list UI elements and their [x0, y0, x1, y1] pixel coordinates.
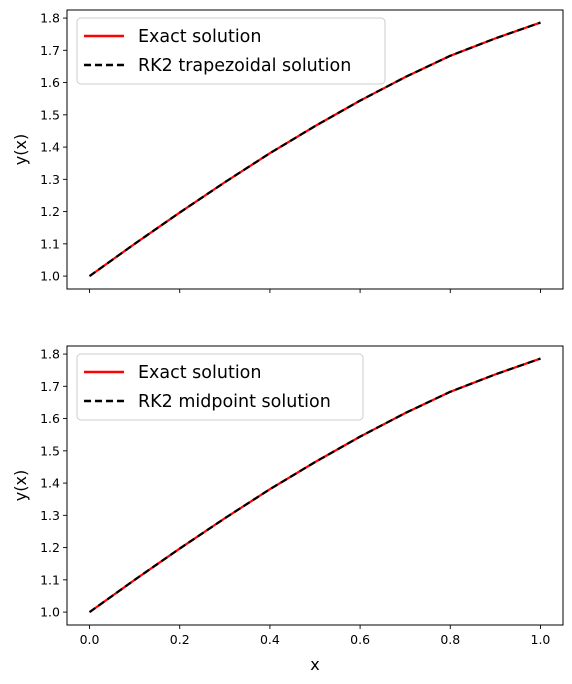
- y-tick-label: 1.2: [40, 540, 60, 555]
- legend-label-2: RK2 trapezoidal solution: [138, 56, 351, 76]
- x-tick-label: 0.4: [260, 632, 280, 647]
- x-tick-label: 0.6: [350, 632, 370, 647]
- x-tick-label: 0.0: [80, 632, 100, 647]
- x-tick-label: 0.8: [440, 632, 460, 647]
- legend-label-1: Exact solution: [138, 363, 261, 383]
- y-tick-label: 1.4: [40, 476, 60, 491]
- chart-panel-1: 1.0 1.1 1.2 1.3 1.4 1.5 1.6 1.7 1.8 y(x) Exact sol…: [11, 9, 564, 293]
- y-tick-label: 1.3: [40, 172, 60, 187]
- y-tick-label: 1.6: [40, 75, 60, 90]
- y-tick-label: 1.8: [40, 11, 60, 26]
- y-tick-label: 1.2: [40, 204, 60, 219]
- y-tick-label: 1.1: [40, 572, 60, 587]
- y-tick-label: 1.1: [40, 236, 60, 251]
- y-tick-label: 1.7: [40, 379, 60, 394]
- x-axis-label: x: [310, 655, 319, 674]
- legend: Exact solution RK2 midpoint solution: [76, 353, 364, 421]
- y-tick-label: 1.0: [40, 605, 60, 620]
- legend-label-2: RK2 midpoint solution: [138, 392, 331, 412]
- legend: Exact solution RK2 trapezoidal solution: [76, 17, 386, 85]
- series-line-2: [88, 357, 541, 613]
- y-tick-label: 1.6: [40, 411, 60, 426]
- y-tick-label: 1.3: [40, 508, 60, 523]
- y-tick-label: 1.5: [40, 443, 60, 458]
- axes-frame: [66, 9, 564, 290]
- y-tick-label: 1.7: [40, 43, 60, 58]
- y-tick-label: 1.5: [40, 107, 60, 122]
- series-line-2: [88, 21, 541, 277]
- legend-box: [76, 17, 386, 85]
- y-tick-label: 1.8: [40, 347, 60, 362]
- x-tick-label: 1.0: [531, 632, 551, 647]
- legend-box: [76, 353, 364, 421]
- axes-frame: [66, 345, 564, 626]
- legend-label-1: Exact solution: [138, 27, 261, 47]
- chart-panel-2: 1.0 1.1 1.2 1.3 1.4 1.5 1.6 1.7 1.8 0.0 0.2 0.4 0.6 0…: [11, 345, 564, 674]
- y-tick-label: 1.0: [40, 269, 60, 284]
- x-tick-label: 0.2: [170, 632, 190, 647]
- y-axis-label: y(x): [11, 470, 30, 501]
- y-axis-label: y(x): [11, 134, 30, 165]
- y-tick-label: 1.4: [40, 140, 60, 155]
